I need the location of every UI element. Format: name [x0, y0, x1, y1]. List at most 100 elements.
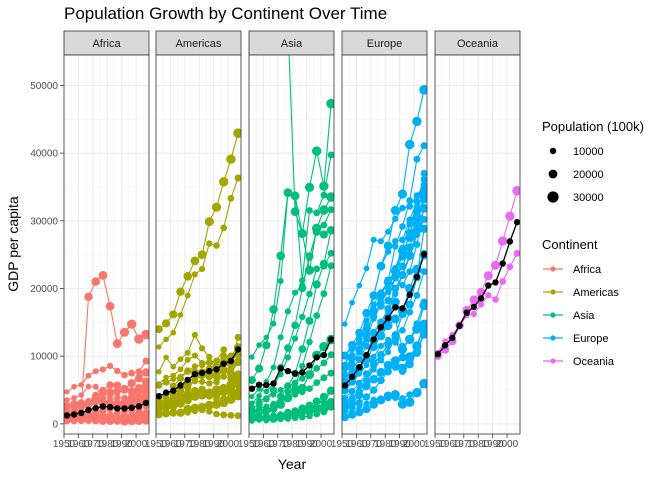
panel-data	[435, 186, 520, 360]
country-point	[255, 364, 264, 373]
country-point	[406, 308, 414, 316]
country-point	[85, 383, 92, 390]
country-point	[85, 418, 92, 424]
country-point	[197, 250, 207, 259]
panel-border	[63, 54, 150, 435]
country-point	[234, 387, 241, 395]
x-tick-label: 1950	[53, 439, 76, 450]
facet-strip-label: Africa	[92, 38, 121, 50]
country-point	[370, 305, 377, 312]
country-point	[326, 398, 334, 408]
country-point	[170, 329, 177, 336]
country-point	[342, 376, 349, 384]
country-point	[212, 387, 221, 396]
x-tick-label: 1970	[82, 439, 105, 450]
country-point	[256, 386, 262, 392]
mean-point	[435, 351, 442, 358]
country-point	[284, 18, 293, 27]
country-point	[269, 404, 278, 413]
country-point	[363, 336, 370, 343]
country-point	[199, 378, 206, 385]
mean-point	[449, 334, 456, 342]
mean-point	[420, 251, 427, 258]
country-point	[292, 391, 299, 398]
country-point	[292, 289, 299, 296]
legend-size-key	[549, 147, 557, 155]
country-point	[283, 188, 293, 198]
country-point	[269, 414, 278, 423]
mean-point	[135, 403, 143, 410]
country-point	[419, 300, 427, 311]
country-point	[397, 399, 408, 409]
country-point	[191, 363, 198, 370]
mean-point	[284, 367, 292, 375]
country-point	[385, 363, 392, 370]
country-point	[349, 346, 355, 353]
country-point	[298, 345, 307, 353]
country-point	[269, 386, 278, 394]
country-point	[319, 403, 329, 414]
country-point	[299, 414, 306, 421]
country-point	[213, 378, 220, 386]
country-point	[405, 355, 414, 364]
country-point	[92, 383, 99, 390]
country-point	[412, 388, 422, 398]
country-point	[176, 391, 185, 399]
country-point	[392, 215, 399, 223]
panel-border	[434, 54, 521, 435]
country-point	[398, 271, 407, 279]
country-point	[206, 240, 213, 247]
country-point	[99, 366, 106, 373]
country-point	[299, 375, 306, 382]
country-point	[284, 354, 291, 361]
panel-data	[156, 128, 241, 420]
country-point	[348, 366, 356, 374]
country-point	[370, 353, 377, 360]
mean-point	[348, 373, 356, 380]
country-point	[398, 310, 407, 319]
country-point	[319, 181, 329, 191]
legend-color-label: Oceania	[573, 356, 615, 368]
country-point	[292, 379, 299, 386]
country-point	[169, 393, 177, 401]
country-point	[406, 391, 414, 399]
x-tick-label: 1990	[111, 439, 134, 450]
country-point	[327, 151, 334, 159]
country-point	[163, 379, 169, 385]
country-point	[205, 388, 214, 397]
legend-color-label: Africa	[573, 264, 602, 276]
country-point	[256, 398, 262, 404]
legend-color-key-point	[550, 335, 556, 341]
mean-point	[99, 403, 107, 410]
country-point	[256, 342, 262, 348]
country-point	[91, 277, 100, 286]
country-point	[220, 346, 228, 353]
country-point	[277, 392, 285, 401]
mean-point	[492, 279, 499, 286]
country-point	[120, 384, 129, 393]
mean-point	[463, 309, 470, 316]
legend-color-key-point	[550, 358, 556, 364]
country-point	[85, 372, 92, 379]
country-point	[234, 412, 241, 420]
country-point	[156, 369, 162, 375]
mean-point	[370, 336, 377, 343]
facet-strip-label: Europe	[367, 38, 402, 50]
country-point	[142, 382, 149, 390]
mean-point	[213, 366, 220, 373]
country-point	[390, 297, 400, 307]
country-point	[277, 397, 284, 404]
mean-point	[106, 403, 114, 411]
mean-point	[499, 260, 506, 267]
country-point	[370, 386, 378, 394]
country-point	[304, 265, 315, 275]
y-tick-label: 10000	[30, 352, 58, 363]
country-point	[384, 341, 392, 350]
country-point	[71, 395, 77, 401]
country-point	[206, 408, 213, 415]
country-point	[291, 321, 299, 330]
country-point	[420, 203, 427, 211]
country-point	[306, 290, 313, 298]
mean-point	[191, 370, 199, 378]
